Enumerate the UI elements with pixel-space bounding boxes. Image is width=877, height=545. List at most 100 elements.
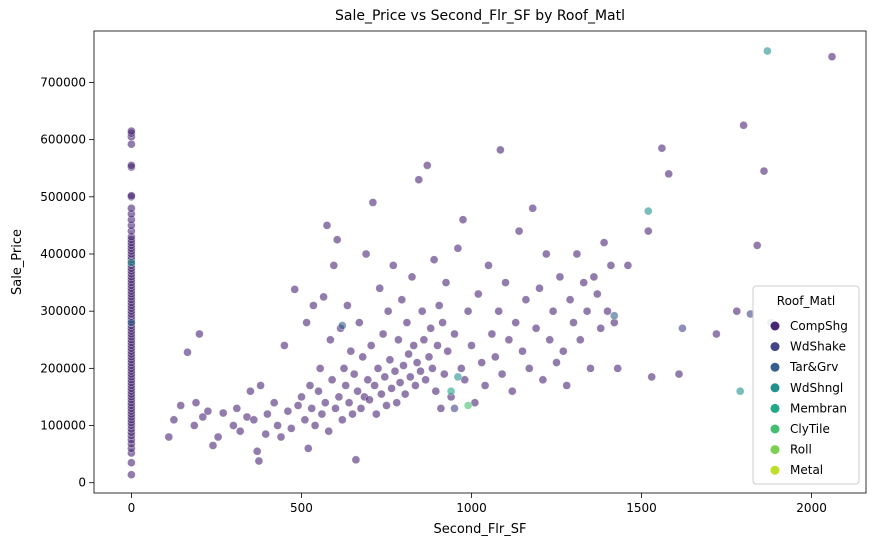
data-point <box>334 392 344 402</box>
data-point <box>276 432 286 442</box>
data-point <box>127 139 136 149</box>
data-point <box>378 329 388 339</box>
data-point <box>127 191 136 200</box>
legend-label: Roll <box>790 443 812 457</box>
data-point <box>246 386 255 396</box>
legend-marker <box>770 383 780 393</box>
data-point <box>370 381 379 390</box>
data-point <box>453 372 463 382</box>
x-tick-label: 0 <box>128 501 136 515</box>
data-point <box>300 415 310 425</box>
data-point <box>421 375 430 385</box>
data-point <box>341 381 350 390</box>
data-point <box>252 447 262 456</box>
data-point <box>827 52 837 61</box>
data-point <box>164 432 174 442</box>
data-point <box>319 292 328 302</box>
data-point <box>678 324 687 333</box>
legend-marker <box>770 424 780 434</box>
data-point <box>363 375 373 385</box>
data-point <box>426 324 435 333</box>
data-point <box>326 335 335 345</box>
legend-marker <box>770 403 780 413</box>
data-point <box>127 258 136 267</box>
data-point <box>647 372 656 382</box>
x-axis-label: Second_Flr_SF <box>433 522 526 537</box>
series-ClyTile <box>463 401 473 410</box>
data-point <box>283 406 293 416</box>
data-point <box>562 381 571 390</box>
data-point <box>514 226 524 236</box>
data-point <box>297 392 306 402</box>
y-tick-label: 300000 <box>40 304 86 318</box>
data-point <box>441 278 451 287</box>
y-tick-label: 200000 <box>40 361 86 375</box>
data-point <box>752 241 762 250</box>
data-point <box>431 386 441 396</box>
data-point <box>416 366 425 376</box>
data-point <box>586 364 595 373</box>
legend-marker <box>770 362 780 372</box>
data-point <box>572 249 582 259</box>
data-point <box>559 346 568 356</box>
data-point <box>477 358 486 367</box>
x-tick-label: 1000 <box>456 501 487 515</box>
legend-label: ClyTile <box>790 422 830 436</box>
legend-label: Tar&Grv <box>789 360 838 374</box>
data-point <box>417 306 427 316</box>
data-point <box>603 306 612 316</box>
legend-title: Roof_Matl <box>777 294 835 308</box>
data-point <box>467 341 476 350</box>
data-point <box>232 404 242 413</box>
legend-items: CompShg WdShake Tar&Grv WdShngl Membran ClyTi… <box>770 319 848 477</box>
data-point <box>548 306 558 316</box>
data-point <box>436 404 446 413</box>
data-point <box>389 261 398 270</box>
data-point <box>582 306 592 316</box>
data-point <box>263 409 272 419</box>
data-point <box>446 386 456 396</box>
legend-label: Metal <box>790 463 823 477</box>
data-point <box>317 409 327 419</box>
data-point <box>353 386 362 396</box>
data-point <box>315 364 325 373</box>
data-point <box>127 318 136 327</box>
chart-title: Sale_Price vs Second_Flr_SF by Roof_Matl <box>335 8 625 24</box>
data-point <box>229 421 238 430</box>
data-point <box>127 470 136 479</box>
data-point <box>457 364 466 373</box>
data-point <box>383 306 393 316</box>
data-point <box>644 226 653 236</box>
legend-marker <box>770 445 780 455</box>
data-point <box>395 378 405 387</box>
data-point <box>424 352 434 362</box>
data-point <box>613 364 622 373</box>
legend-marker <box>770 321 780 331</box>
data-point <box>497 369 507 379</box>
plot-frame <box>93 30 867 494</box>
data-point <box>759 166 769 176</box>
data-point <box>434 301 444 310</box>
data-point <box>491 352 500 362</box>
data-point <box>397 295 407 304</box>
data-point <box>531 324 541 333</box>
data-point <box>400 389 410 399</box>
y-tick-label: 600000 <box>40 133 86 147</box>
data-point <box>280 341 289 350</box>
data-point <box>555 272 565 282</box>
y-tick-label: 100000 <box>40 419 86 433</box>
data-point <box>358 352 367 362</box>
data-point <box>606 261 616 270</box>
data-point <box>198 412 208 422</box>
y-tick-label: 500000 <box>40 190 86 204</box>
data-point <box>712 329 721 339</box>
data-point <box>208 441 218 450</box>
y-axis-label: Sale_Price <box>10 229 25 295</box>
data-point <box>412 358 422 367</box>
data-point <box>365 395 374 405</box>
series-Tar&Grv <box>127 311 776 330</box>
data-point <box>314 386 323 396</box>
data-point <box>322 221 332 230</box>
legend-label: Membran <box>790 401 847 415</box>
data-point <box>304 444 313 453</box>
